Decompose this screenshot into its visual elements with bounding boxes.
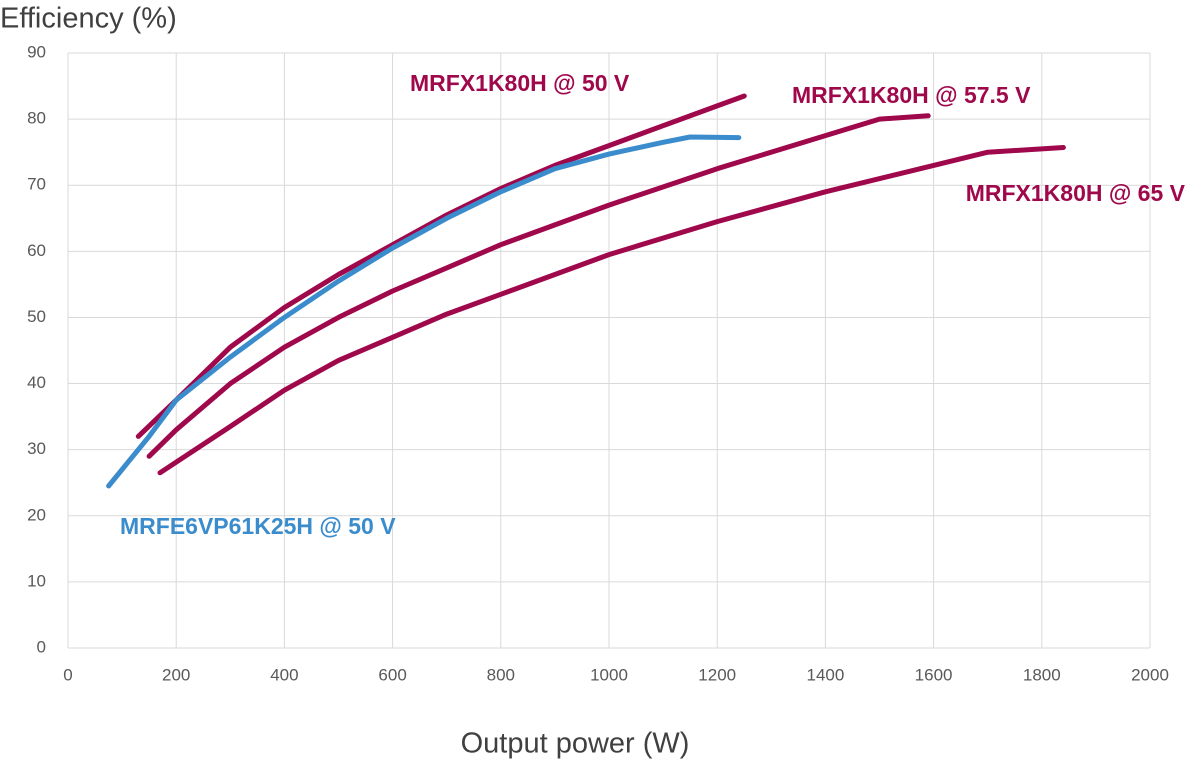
- series-line: [157, 145, 1066, 476]
- y-tick-label: 30: [27, 439, 46, 458]
- x-tick-label: 800: [487, 665, 515, 684]
- y-tick-label: 80: [27, 109, 46, 128]
- x-tick-label: 1400: [806, 665, 844, 684]
- x-tick-label: 600: [378, 665, 406, 684]
- x-tick-label: 0: [63, 665, 72, 684]
- series-line: [135, 93, 747, 439]
- y-axis-title: Efficiency (%): [0, 3, 177, 35]
- x-tick-label: 1600: [915, 665, 953, 684]
- y-tick-label: 40: [27, 373, 46, 392]
- x-tick-label: 2000: [1131, 665, 1169, 684]
- y-tick-label: 60: [27, 241, 46, 260]
- y-tick-label: 50: [27, 307, 46, 326]
- series-label: MRFX1K80H @ 57.5 V: [792, 82, 1031, 108]
- x-tick-label: 400: [270, 665, 298, 684]
- x-tick-label: 200: [162, 665, 190, 684]
- y-tick-label: 70: [27, 175, 46, 194]
- x-tick-label: 1000: [590, 665, 628, 684]
- series-line: [146, 113, 931, 459]
- series-label: MRFE6VP61K25H @ 50 V: [120, 513, 396, 539]
- x-tick-label: 1800: [1023, 665, 1061, 684]
- series-label: MRFX1K80H @ 65 V: [966, 180, 1186, 206]
- x-axis-title: Output power (W): [461, 728, 690, 760]
- y-tick-label: 90: [27, 42, 46, 61]
- series-line: [106, 134, 742, 489]
- y-tick-label: 0: [37, 637, 46, 656]
- y-tick-label: 20: [27, 505, 46, 524]
- y-tick-label: 10: [27, 571, 46, 590]
- x-tick-label: 1200: [698, 665, 736, 684]
- series-label: MRFX1K80H @ 50 V: [410, 70, 630, 96]
